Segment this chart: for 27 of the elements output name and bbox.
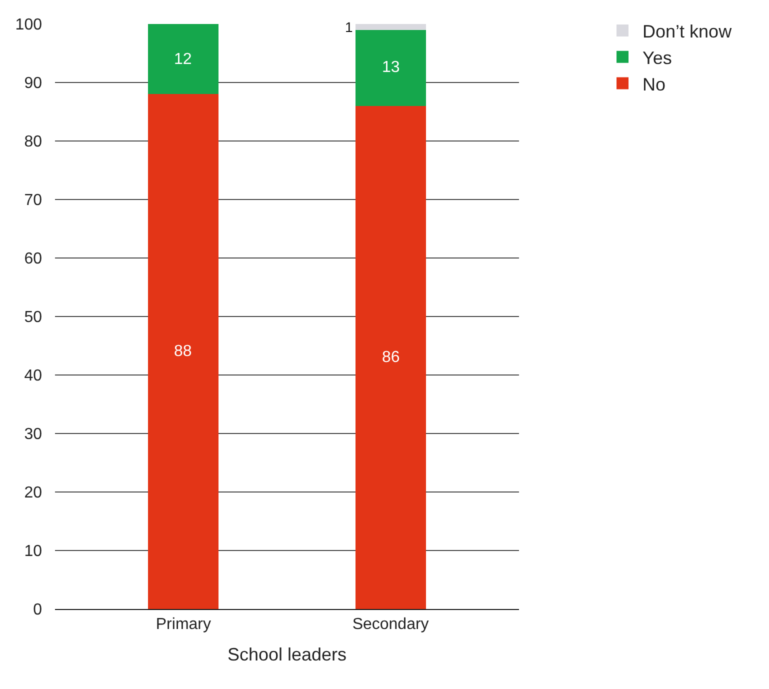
y-tick-label: 60 <box>24 250 42 268</box>
data-label: 86 <box>382 349 400 366</box>
x-tick-label: Primary <box>156 616 211 634</box>
y-tick-label: 40 <box>24 368 42 385</box>
x-axis-title: School leaders <box>227 644 347 664</box>
data-label: 1 <box>345 19 353 35</box>
data-label: 88 <box>174 343 192 360</box>
y-tick-label: 20 <box>24 484 42 502</box>
y-tick-label: 10 <box>24 543 42 560</box>
legend-label: No <box>642 74 666 94</box>
bar <box>148 94 219 609</box>
data-label: 13 <box>382 59 400 76</box>
bar <box>355 30 426 106</box>
legend-label: Yes <box>642 48 672 68</box>
y-tick-label: 80 <box>24 134 42 151</box>
y-tick-label: 70 <box>24 192 42 210</box>
bar <box>355 24 426 30</box>
y-tick-label: 90 <box>24 75 42 92</box>
legend-label: Don’t know <box>642 22 733 42</box>
y-tick-label: 30 <box>24 426 42 444</box>
bar <box>148 24 219 94</box>
bar <box>355 106 426 609</box>
x-tick-label: Secondary <box>352 616 429 634</box>
y-tick-label: 50 <box>24 309 42 326</box>
y-tick-label: 100 <box>15 16 42 34</box>
data-label: 12 <box>174 51 192 68</box>
y-tick-label: 0 <box>33 602 42 619</box>
